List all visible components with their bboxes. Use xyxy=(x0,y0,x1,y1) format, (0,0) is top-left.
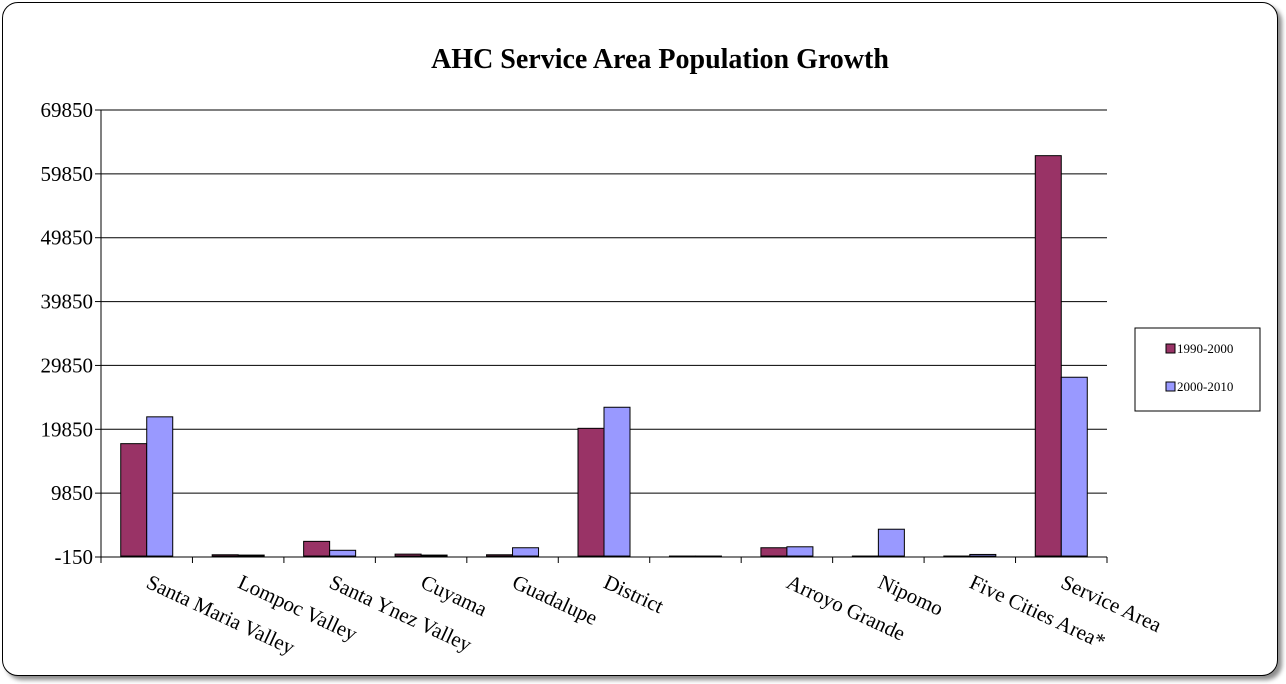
x-tick-label: District xyxy=(600,570,667,618)
bar-2000-2010-santa-maria-valley xyxy=(146,416,174,557)
bar-1990-2000-district xyxy=(577,427,605,557)
legend-label-1990-2000: 1990-2000 xyxy=(1177,341,1233,356)
axes xyxy=(100,110,1108,563)
y-tick-label: 9850 xyxy=(51,481,93,505)
y-tick-label: 29850 xyxy=(41,353,94,377)
bar-1990-2000-service-area xyxy=(1034,155,1062,557)
bar-2000-2010-guadalupe xyxy=(512,547,540,557)
y-tick-label: 19850 xyxy=(41,417,94,441)
bar-1990-2000-cuyama xyxy=(394,553,422,557)
legend: 1990-2000 2000-2010 xyxy=(1134,327,1261,412)
x-tick-label: Guadalupe xyxy=(509,570,602,630)
bar-2000-2010-arroyo-grande xyxy=(786,546,814,557)
bars xyxy=(120,155,1088,557)
y-tick-label: 39850 xyxy=(41,290,94,314)
bar-2000-2010-lompoc-valley xyxy=(237,554,265,557)
y-axis-tick-labels: -150 9850 19850 29850 39850 49850 59850 69850 xyxy=(41,98,94,569)
legend-label-2000-2010: 2000-2010 xyxy=(1177,379,1233,394)
bar-1990-2000-santa-ynez-valley xyxy=(303,540,331,557)
legend-swatch-2000-2010 xyxy=(1165,381,1176,392)
chart-area: AHC Service Area Population Growth -150 9… xyxy=(41,44,1261,660)
bar-1990-2000-lompoc-valley xyxy=(211,554,239,557)
chart-frame: AHC Service Area Population Growth -150 9… xyxy=(2,2,1278,676)
bar-2000-2010-nipomo xyxy=(877,528,905,557)
bar-2000-2010-santa-ynez-valley xyxy=(329,549,357,557)
y-tick-label: 59850 xyxy=(41,162,94,186)
bar-2000-2010-cuyama xyxy=(420,554,448,557)
bar-2000-2010-district xyxy=(603,406,631,557)
bar-2000-2010-five-cities-area xyxy=(969,553,997,557)
y-tick-label: 69850 xyxy=(41,98,94,122)
bar-1990-2000-guadalupe xyxy=(486,554,514,557)
y-tick-label: -150 xyxy=(55,545,94,569)
chart-title: AHC Service Area Population Growth xyxy=(431,44,889,75)
bar-2000-2010-service-area xyxy=(1060,376,1088,557)
legend-swatch-1990-2000 xyxy=(1165,343,1176,354)
gridlines xyxy=(95,109,1107,558)
bar-1990-2000-arroyo-grande xyxy=(760,547,788,557)
y-tick-label: 49850 xyxy=(41,226,94,250)
legend-box xyxy=(1134,327,1261,412)
bar-1990-2000-santa-maria-valley xyxy=(120,443,148,557)
